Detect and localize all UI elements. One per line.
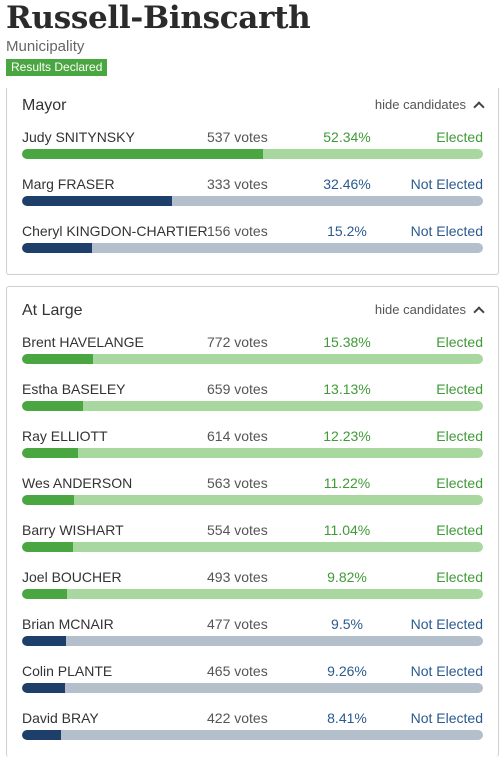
candidate-row: Ray ELLIOTT 614 votes 12.23% Elected — [22, 428, 483, 464]
page-header: Russell-Binscarth Municipality Results D… — [6, 0, 311, 76]
vote-share-fill — [22, 448, 79, 458]
candidate-status: Elected — [436, 381, 483, 397]
hide-candidates-toggle[interactable]: hide candidates — [374, 302, 485, 318]
race-card-mayor: Mayor hide candidates Judy SNITYNSKY 537 … — [6, 88, 499, 275]
race-card-at-large: At Large hide candidates Brent HAVELANGE… — [6, 286, 499, 757]
candidate-percent: 11.04% — [323, 522, 371, 538]
vote-share-bar — [22, 401, 483, 411]
candidate-row: Barry WISHART 554 votes 11.04% Elected — [22, 522, 483, 558]
vote-share-bar — [22, 149, 483, 159]
vote-share-bar — [22, 243, 483, 253]
page-subtitle: Municipality — [6, 38, 85, 55]
page-title: Russell-Binscarth — [6, 0, 311, 36]
vote-share-bar — [22, 354, 483, 364]
candidate-percent: 13.13% — [323, 381, 371, 397]
candidate-status: Not Elected — [410, 176, 483, 192]
vote-share-fill — [22, 730, 61, 740]
candidate-row: Brent HAVELANGE 772 votes 15.38% Elected — [22, 334, 483, 370]
candidate-row: Joel BOUCHER 493 votes 9.82% Elected — [22, 569, 483, 605]
candidate-row: Estha BASELEY 659 votes 13.13% Elected — [22, 381, 483, 417]
candidate-status: Elected — [436, 475, 483, 491]
vote-share-fill — [22, 542, 73, 552]
vote-share-bar — [22, 636, 483, 646]
status-badge: Results Declared — [6, 59, 108, 76]
candidate-name: Barry WISHART — [22, 522, 124, 538]
vote-share-bar — [22, 448, 483, 458]
candidate-status: Elected — [436, 569, 483, 585]
hide-candidates-toggle[interactable]: hide candidates — [374, 97, 485, 113]
candidate-name: Brian MCNAIR — [22, 616, 114, 632]
vote-share-bar — [22, 589, 483, 599]
toggle-label: hide candidates — [374, 302, 466, 317]
candidate-name: Judy SNITYNSKY — [22, 129, 135, 145]
vote-share-fill — [22, 149, 264, 159]
candidate-status: Elected — [436, 522, 483, 538]
candidate-row: Brian MCNAIR 477 votes 9.5% Not Elected — [22, 616, 483, 652]
candidate-row: David BRAY 422 votes 8.41% Not Elected — [22, 710, 483, 746]
vote-share-bar — [22, 196, 483, 206]
chevron-up-icon — [473, 101, 485, 113]
candidate-row: Marg FRASER 333 votes 32.46% Not Elected — [22, 176, 483, 212]
candidate-votes: 422 votes — [207, 710, 268, 726]
candidate-status: Not Elected — [410, 616, 483, 632]
candidate-percent: 12.23% — [323, 428, 371, 444]
vote-share-fill — [22, 401, 83, 411]
candidate-percent: 11.22% — [323, 475, 371, 491]
candidate-percent: 9.82% — [327, 569, 367, 585]
candidate-percent: 32.46% — [323, 176, 371, 192]
candidate-name: Joel BOUCHER — [22, 569, 122, 585]
candidate-row: Colin PLANTE 465 votes 9.26% Not Elected — [22, 663, 483, 699]
vote-share-bar — [22, 730, 483, 740]
candidate-votes: 537 votes — [207, 129, 268, 145]
candidate-votes: 493 votes — [207, 569, 268, 585]
candidate-row: Wes ANDERSON 563 votes 11.22% Elected — [22, 475, 483, 511]
candidate-votes: 772 votes — [207, 334, 268, 350]
candidate-votes: 333 votes — [207, 176, 268, 192]
candidate-status: Not Elected — [410, 710, 483, 726]
candidate-status: Elected — [436, 428, 483, 444]
candidate-votes: 554 votes — [207, 522, 268, 538]
candidate-name: Ray ELLIOTT — [22, 428, 108, 444]
candidate-status: Not Elected — [410, 223, 483, 239]
candidate-row: Judy SNITYNSKY 537 votes 52.34% Elected — [22, 129, 483, 165]
candidate-percent: 15.2% — [327, 223, 367, 239]
candidate-percent: 9.26% — [327, 663, 367, 679]
candidate-name: David BRAY — [22, 710, 99, 726]
chevron-up-icon — [473, 306, 485, 318]
toggle-label: hide candidates — [374, 97, 466, 112]
vote-share-fill — [22, 243, 93, 253]
candidate-row: Cheryl KINGDON-CHARTIER 156 votes 15.2% Not… — [22, 223, 483, 259]
vote-share-fill — [22, 636, 66, 646]
candidate-status: Elected — [436, 334, 483, 350]
candidate-name: Colin PLANTE — [22, 663, 113, 679]
vote-share-fill — [22, 495, 74, 505]
candidate-name: Estha BASELEY — [22, 381, 126, 397]
vote-share-bar — [22, 683, 483, 693]
candidate-name: Brent HAVELANGE — [22, 334, 144, 350]
candidate-percent: 52.34% — [323, 129, 371, 145]
candidate-votes: 156 votes — [207, 223, 268, 239]
vote-share-fill — [22, 354, 93, 364]
candidate-name: Cheryl KINGDON-CHARTIER — [22, 223, 208, 239]
candidate-percent: 8.41% — [327, 710, 367, 726]
vote-share-fill — [22, 589, 68, 599]
candidate-percent: 15.38% — [323, 334, 371, 350]
vote-share-bar — [22, 495, 483, 505]
candidate-status: Not Elected — [410, 663, 483, 679]
candidate-votes: 614 votes — [207, 428, 268, 444]
candidate-votes: 659 votes — [207, 381, 268, 397]
vote-share-fill — [22, 196, 172, 206]
candidate-name: Marg FRASER — [22, 176, 115, 192]
candidate-percent: 9.5% — [331, 616, 363, 632]
candidate-votes: 563 votes — [207, 475, 268, 491]
vote-share-fill — [22, 683, 65, 693]
vote-share-bar — [22, 542, 483, 552]
candidate-name: Wes ANDERSON — [22, 475, 133, 491]
candidate-votes: 477 votes — [207, 616, 268, 632]
race-title: At Large — [22, 302, 83, 319]
candidate-votes: 465 votes — [207, 663, 268, 679]
candidate-status: Elected — [436, 129, 483, 145]
race-title: Mayor — [22, 97, 67, 114]
